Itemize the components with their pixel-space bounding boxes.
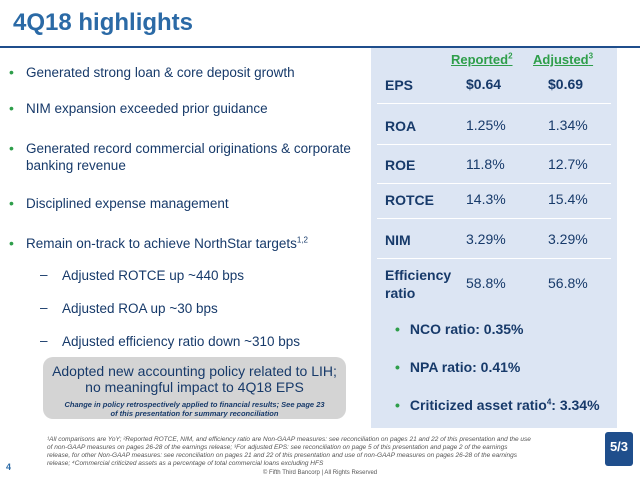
callout-line-1: Adopted new accounting policy related to… <box>52 363 337 379</box>
row-divider <box>377 258 611 259</box>
footnote-line: release, for other Non-GAAP measures: se… <box>47 452 517 459</box>
header-reported-label: Reported <box>451 52 509 67</box>
bullet-dot: • <box>9 100 14 116</box>
bullet-3-line1: Generated record commercial originations… <box>26 141 351 156</box>
eps-adjusted: $0.69 <box>548 76 584 92</box>
fifth-third-logo: 5/3 <box>605 432 633 466</box>
criticized-asset-ratio-footnote: 4 <box>546 397 552 407</box>
footnotes: ¹All comparisons are YoY; ²Reported ROTC… <box>47 436 595 468</box>
roa-adjusted: 1.34% <box>548 117 588 133</box>
roa-reported: 1.25% <box>466 117 506 133</box>
metrics-panel: Reported2 Adjusted3 EPS $0.64 $0.69 ROA … <box>371 48 617 428</box>
bullet-dot: • <box>9 140 14 156</box>
bullet-5: Remain on-track to achieve NorthStar tar… <box>26 235 308 252</box>
eps-reported: $0.64 <box>466 76 502 92</box>
bullet-2: NIM expansion exceeded prior guidance <box>26 101 268 116</box>
sub-bullet-3: Adjusted efficiency ratio down ~310 bps <box>62 334 301 349</box>
callout-main: Adopted new accounting policy related to… <box>43 363 346 395</box>
callout-line-2: no meaningful impact to 4Q18 EPS <box>85 379 304 395</box>
ratio-bullet-dot: • <box>395 359 400 375</box>
row-divider <box>377 144 611 145</box>
page-number: 4 <box>6 462 12 472</box>
roe-adjusted: 12.7% <box>548 156 588 172</box>
bullet-4: Disciplined expense management <box>26 196 229 211</box>
callout-note: Change in policy retrospectively applied… <box>43 400 346 418</box>
bullet-dot: • <box>9 235 14 251</box>
copyright: © Fifth Third Bancorp | All Rights Reser… <box>262 470 378 476</box>
header-adjusted: Adjusted3 <box>533 52 593 67</box>
rotce-adjusted: 15.4% <box>548 191 588 207</box>
nim-adjusted: 3.29% <box>548 231 588 247</box>
row-label-nim: NIM <box>385 232 411 248</box>
callout-note-line-1: Change in policy retrospectively applied… <box>64 400 325 409</box>
row-label-rotce: ROTCE <box>385 192 434 208</box>
row-label-roe: ROE <box>385 157 416 173</box>
sub-bullet-1: Adjusted ROTCE up ~440 bps <box>62 268 244 283</box>
row-divider <box>377 218 611 219</box>
bullet-dot: • <box>9 64 14 80</box>
nco-ratio-text: NCO ratio: 0.35% <box>409 321 524 337</box>
footnote-line: ¹All comparisons are YoY; ²Reported ROTC… <box>47 436 531 443</box>
criticized-asset-ratio-label: Criticized asset ratio <box>409 397 547 413</box>
row-label-roa: ROA <box>385 118 417 134</box>
roe-reported: 11.8% <box>466 156 505 172</box>
npa-ratio-text: NPA ratio: 0.41% <box>409 359 521 375</box>
header-reported-footnote: 2 <box>508 51 513 61</box>
rotce-reported: 14.3% <box>466 191 506 207</box>
criticized-asset-ratio-value: : 3.34% <box>551 397 600 413</box>
bullet-5-text: Remain on-track to achieve NorthStar tar… <box>26 236 297 251</box>
header-adjusted-label: Adjusted <box>533 52 589 67</box>
callout-note-line-2: of this presentation for summary reconci… <box>110 409 279 418</box>
bullet-3-line2: banking revenue <box>26 158 126 173</box>
efficiency-reported: 58.8% <box>466 275 506 291</box>
title-divider <box>0 46 640 48</box>
row-label-eps: EPS <box>385 77 414 93</box>
efficiency-adjusted: 56.8% <box>548 275 588 291</box>
row-divider <box>377 103 611 104</box>
bullet-5-footnote: 1,2 <box>296 235 308 245</box>
page-title: 4Q18 highlights <box>13 9 194 36</box>
ratio-bullet-dot: • <box>395 397 400 413</box>
footnote-line: release; ⁴Commercial criticized assets a… <box>47 460 324 467</box>
sub-bullet-dash: – <box>40 333 48 348</box>
row-label-efficiency: Efficiency <box>385 267 452 283</box>
nco-ratio: • NCO ratio: 0.35% <box>395 321 524 337</box>
row-divider <box>377 183 611 184</box>
sub-bullet-dash: – <box>40 267 48 282</box>
sub-bullet-2: Adjusted ROA up ~30 bps <box>62 301 218 316</box>
bullet-dot: • <box>9 195 14 211</box>
header-adjusted-footnote: 3 <box>588 51 594 61</box>
logo-mark: 5/3 <box>609 439 629 454</box>
npa-ratio: • NPA ratio: 0.41% <box>395 359 520 375</box>
bullet-1: Generated strong loan & core deposit gro… <box>26 65 295 80</box>
header-reported: Reported2 <box>451 52 513 67</box>
row-label-efficiency-line2: ratio <box>385 285 416 301</box>
nim-reported: 3.29% <box>466 231 506 247</box>
criticized-asset-ratio: • Criticized asset ratio4: 3.34% <box>395 397 600 413</box>
ratio-bullet-dot: • <box>395 321 400 337</box>
footnote-line: of non-GAAP measures on pages 26-28 of t… <box>47 444 508 451</box>
sub-bullet-dash: – <box>40 300 48 315</box>
accounting-policy-callout: Adopted new accounting policy related to… <box>43 357 346 419</box>
